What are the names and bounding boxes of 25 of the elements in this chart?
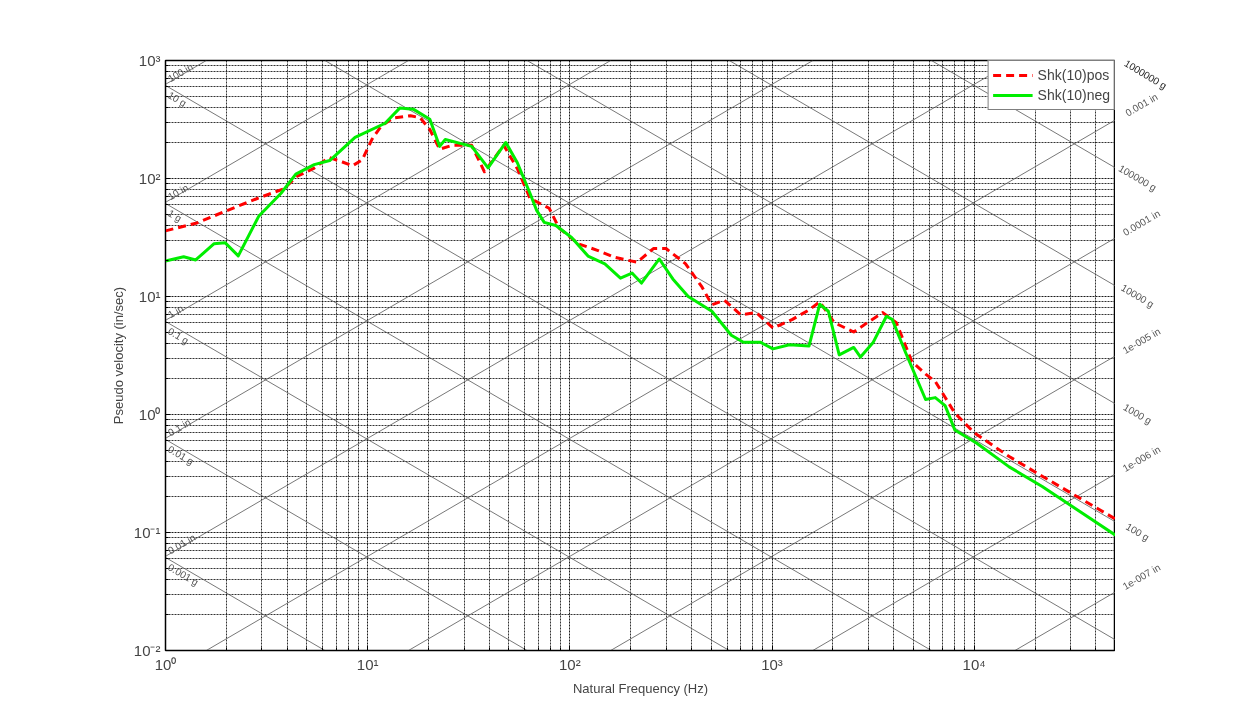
legend-label: Shk(10)pos [1037, 67, 1110, 83]
text: 0.1 g [165, 325, 191, 347]
x-tick-label: 10³ [761, 655, 783, 673]
text: 0.1 in [165, 416, 193, 439]
text: 0.01 g [165, 443, 196, 467]
text: 0.01 in [165, 531, 198, 557]
y-tick-label: 10² [138, 170, 161, 187]
y-tick-label: 10¹ [138, 288, 161, 305]
text: 10 in [165, 181, 191, 203]
text: 1 in [165, 302, 186, 321]
x-tick-label: 10² [559, 655, 581, 673]
text: 100 g [1123, 520, 1152, 543]
text: 1000 g [1121, 401, 1154, 427]
x-tick-label: 10⁴ [962, 655, 986, 673]
text: 0.001 in [1123, 91, 1160, 119]
x-axis-title: Natural Frequency (Hz) [572, 680, 709, 696]
y-axis-title: Pseudo velocity (in/sec) [110, 286, 126, 425]
y-tick-label: 10⁰ [138, 406, 161, 423]
text: 10 g [165, 89, 189, 109]
x-tick-label: 10¹ [356, 655, 379, 673]
y-tick-label: 10³ [138, 52, 161, 69]
legend-label: Shk(10)neg [1037, 87, 1110, 103]
y-tick-label: 10⁻¹ [133, 524, 161, 541]
text: 1 g [165, 207, 184, 224]
text: 100 in [165, 61, 196, 85]
